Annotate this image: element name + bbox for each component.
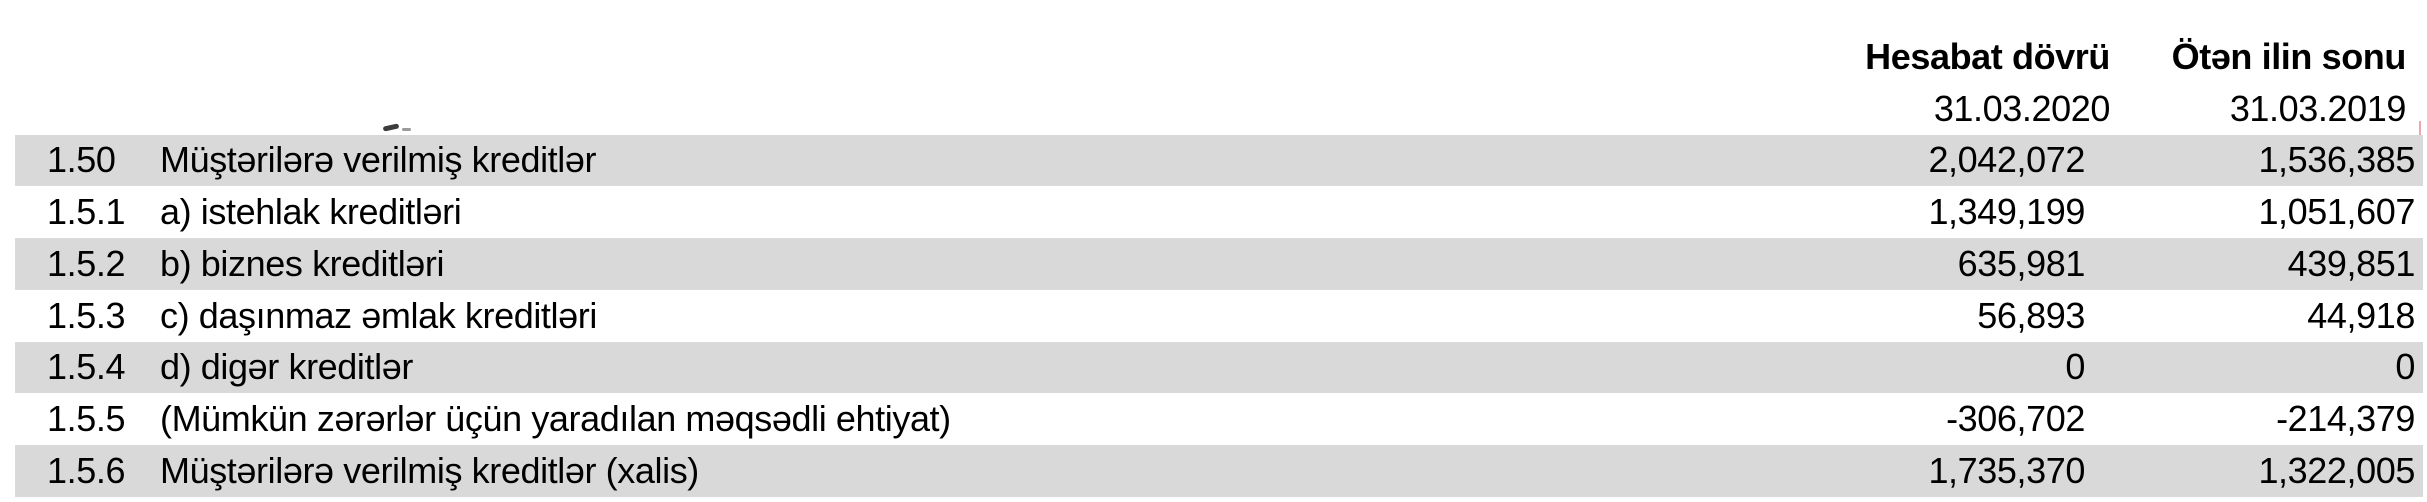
- row-code: 1.5.2: [47, 242, 126, 284]
- table-subheader-row: 31.03.2020 31.03.2019: [15, 83, 2423, 135]
- table-row: 1.5.5 (Mümkün zərərlər üçün yaradılan mə…: [15, 393, 2423, 445]
- row-label: a) istehlak kreditləri: [160, 191, 462, 233]
- row-value-previous: 439,851: [2287, 242, 2416, 284]
- row-value-previous: 1,536,385: [2258, 139, 2415, 181]
- column-header-reporting-period: Hesabat dövrü: [1865, 35, 2110, 77]
- table-row: 1.50 Müştərilərə verilmiş kreditlər 2,04…: [15, 134, 2423, 187]
- table-row: 1.5.3 c) daşınmaz əmlak kreditləri 56,89…: [15, 289, 2423, 342]
- row-value-previous: 0: [2395, 346, 2415, 388]
- row-label: d) digər kreditlər: [160, 346, 413, 388]
- table-body: 1.50 Müştərilərə verilmiş kreditlər 2,04…: [15, 134, 2423, 497]
- row-label: (Mümkün zərərlər üçün yaradılan məqsədli…: [160, 398, 951, 440]
- prior-year-date: 31.03.2019: [2229, 87, 2407, 129]
- row-code: 1.5.4: [47, 346, 126, 388]
- reporting-period-date: 31.03.2020: [1933, 87, 2111, 129]
- row-value-current: -306,702: [1946, 398, 2085, 440]
- column-header-prior-year-end: Ötən ilin sonu: [2171, 35, 2407, 77]
- table-row: 1.5.4 d) digər kreditlər 0 0: [15, 341, 2423, 394]
- row-code: 1.5.3: [47, 294, 126, 336]
- table-row: 1.5.1 a) istehlak kreditləri 1,349,199 1…: [15, 186, 2423, 238]
- row-label: Müştərilərə verilmiş kreditlər (xalis): [160, 449, 699, 491]
- row-value-previous: 1,051,607: [2258, 191, 2415, 233]
- row-value-current: 0: [2065, 346, 2085, 388]
- row-value-current: 1,735,370: [1928, 449, 2085, 491]
- row-label: Müştərilərə verilmiş kreditlər: [160, 139, 597, 181]
- report-table: Hesabat dövrü Ötən ilin sonu 31.03.2020 …: [15, 31, 2423, 497]
- table-header-row: Hesabat dövrü Ötən ilin sonu: [15, 31, 2423, 83]
- row-code: 1.5.5: [47, 398, 126, 440]
- row-value-current: 56,893: [1977, 294, 2085, 336]
- row-value-previous: -214,379: [2276, 398, 2415, 440]
- table-row: 1.5.6 Müştərilərə verilmiş kreditlər (xa…: [15, 445, 2423, 497]
- row-code: 1.50: [47, 139, 116, 181]
- row-value-current: 635,981: [1957, 242, 2086, 284]
- row-value-current: 2,042,072: [1928, 139, 2085, 181]
- row-label: b) biznes kreditləri: [160, 242, 445, 284]
- row-value-previous: 1,322,005: [2258, 449, 2415, 491]
- clipped-text-artifact: [402, 128, 411, 131]
- row-value-previous: 44,918: [2307, 294, 2415, 336]
- row-code: 1.5.6: [47, 449, 126, 491]
- row-code: 1.5.1: [47, 191, 126, 233]
- row-value-current: 1,349,199: [1928, 191, 2085, 233]
- table-row: 1.5.2 b) biznes kreditləri 635,981 439,8…: [15, 238, 2423, 290]
- row-label: c) daşınmaz əmlak kreditləri: [160, 294, 597, 336]
